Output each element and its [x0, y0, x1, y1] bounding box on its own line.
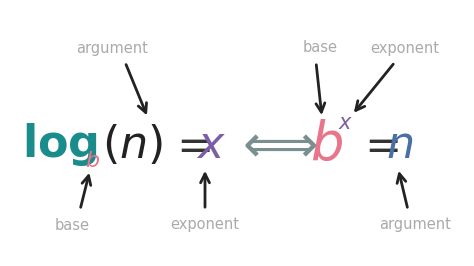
Text: $\mathit{(n)}$: $\mathit{(n)}$: [102, 123, 163, 167]
Text: argument: argument: [76, 40, 148, 56]
Text: $\mathit{b}$: $\mathit{b}$: [85, 151, 100, 171]
Text: exponent: exponent: [171, 218, 239, 232]
Text: exponent: exponent: [371, 40, 439, 56]
Text: $\mathit{x}$: $\mathit{x}$: [338, 113, 353, 133]
Text: $\Longleftrightarrow$: $\Longleftrightarrow$: [232, 119, 317, 171]
Text: $=$: $=$: [168, 123, 211, 167]
Text: base: base: [302, 40, 337, 56]
Text: $\mathbf{log}$: $\mathbf{log}$: [22, 122, 98, 168]
Text: argument: argument: [379, 218, 451, 232]
Text: $\mathit{x}$: $\mathit{x}$: [196, 123, 226, 167]
Text: $\mathit{n}$: $\mathit{n}$: [386, 123, 413, 167]
Text: $=$: $=$: [356, 123, 399, 167]
Text: $\mathit{b}$: $\mathit{b}$: [310, 119, 343, 171]
Text: base: base: [55, 218, 90, 232]
